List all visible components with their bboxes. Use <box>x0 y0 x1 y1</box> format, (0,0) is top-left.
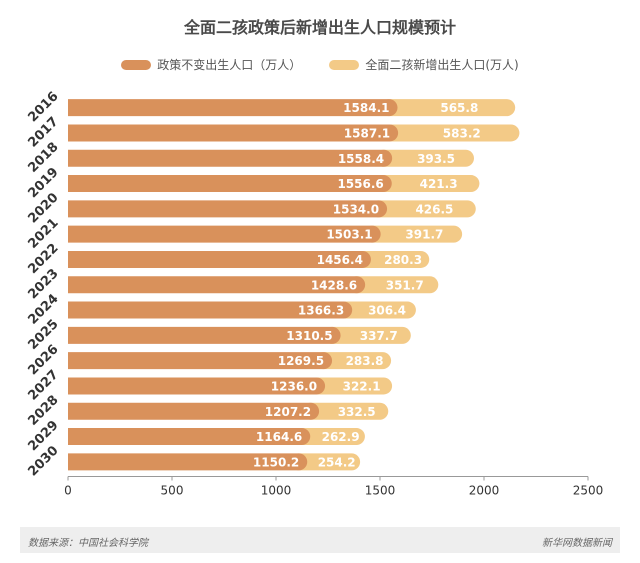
label-additional-2030: 254.2 <box>318 455 356 469</box>
label-baseline-2022: 1456.4 <box>317 253 363 267</box>
bar-additional-2028 <box>302 402 389 420</box>
bar-additional-2027 <box>308 377 393 395</box>
brand-credit: 新华网数据新闻 <box>542 538 612 549</box>
bar-additional-2029 <box>293 428 365 446</box>
bar-additional-2030 <box>290 453 361 471</box>
footer-bar: 数据来源：中国社会科学院 新华网数据新闻 <box>20 527 620 553</box>
bar-baseline-2029 <box>68 428 311 446</box>
bar-additional-2026 <box>315 352 392 370</box>
x-tick-label-2000: 2000 <box>469 484 500 498</box>
bar-baseline-2022 <box>68 250 371 268</box>
chart-title: 全面二孩政策后新增出生人口规模预计 <box>183 18 456 37</box>
bar-baseline-2020 <box>68 200 388 218</box>
label-baseline-2024: 1366.3 <box>298 304 344 318</box>
bar-additional-2016 <box>380 99 516 117</box>
label-additional-2028: 332.5 <box>338 405 376 419</box>
legend-swatch-baseline <box>121 59 152 70</box>
label-additional-2021: 391.7 <box>405 228 443 242</box>
chart-legend: 政策不变出生人口（万人） 全面二孩新增出生人口(万人) <box>0 56 640 73</box>
bar-baseline-2023 <box>68 276 366 294</box>
label-additional-2016: 565.8 <box>440 101 478 115</box>
bar-baseline-2021 <box>68 225 381 243</box>
label-additional-2025: 337.7 <box>360 329 398 343</box>
bar-baseline-2017 <box>68 124 399 142</box>
label-additional-2027: 322.1 <box>343 379 381 393</box>
label-baseline-2025: 1310.5 <box>286 329 332 343</box>
source-note: 数据来源：中国社会科学院 <box>28 538 148 549</box>
label-additional-2023: 351.7 <box>386 278 424 292</box>
x-tick-label-1000: 1000 <box>261 484 292 498</box>
x-tick-label-1500: 1500 <box>365 484 396 498</box>
label-additional-2019: 421.3 <box>420 177 458 191</box>
bar-baseline-2024 <box>68 301 353 319</box>
bar-baseline-2026 <box>68 352 333 370</box>
label-baseline-2016: 1584.1 <box>343 101 389 115</box>
bar-baseline-2018 <box>68 149 393 167</box>
bar-additional-2018 <box>375 149 474 167</box>
label-additional-2026: 283.8 <box>346 354 384 368</box>
bar-baseline-2016 <box>68 99 398 117</box>
label-baseline-2019: 1556.6 <box>337 177 383 191</box>
label-additional-2017: 583.2 <box>443 126 481 140</box>
bar-additional-2024 <box>335 301 416 319</box>
label-baseline-2027: 1236.0 <box>271 379 317 393</box>
legend-swatch-additional <box>329 59 360 70</box>
label-additional-2022: 280.3 <box>384 253 422 267</box>
bar-baseline-2025 <box>68 326 341 344</box>
bar-additional-2021 <box>363 225 463 243</box>
label-baseline-2017: 1587.1 <box>344 126 390 140</box>
label-additional-2024: 306.4 <box>368 304 406 318</box>
label-baseline-2026: 1269.5 <box>278 354 324 368</box>
label-baseline-2029: 1164.6 <box>256 430 302 444</box>
label-baseline-2021: 1503.1 <box>326 228 372 242</box>
label-baseline-2023: 1428.6 <box>311 278 357 292</box>
bar-additional-2023 <box>348 276 439 294</box>
label-baseline-2030: 1150.2 <box>253 455 299 469</box>
legend-label-baseline: 政策不变出生人口（万人） <box>157 58 302 72</box>
bar-additional-2022 <box>353 250 430 268</box>
bar-baseline-2028 <box>68 402 320 420</box>
bar-baseline-2030 <box>68 453 308 471</box>
label-additional-2020: 426.5 <box>415 202 453 216</box>
legend-item-additional: 全面二孩新增出生人口(万人) <box>329 56 519 73</box>
label-baseline-2018: 1558.4 <box>338 152 384 166</box>
bar-additional-2025 <box>323 326 411 344</box>
x-tick-label-500: 500 <box>161 484 184 498</box>
bar-additional-2020 <box>370 200 476 218</box>
bar-baseline-2027 <box>68 377 326 395</box>
bar-baseline-2019 <box>68 175 392 193</box>
legend-item-baseline: 政策不变出生人口（万人） <box>121 56 301 73</box>
label-additional-2018: 393.5 <box>417 152 455 166</box>
bar-additional-2017 <box>381 124 520 142</box>
bar-additional-2019 <box>374 175 480 193</box>
legend-label-additional: 全面二孩新增出生人口(万人) <box>365 58 519 72</box>
label-additional-2029: 262.9 <box>322 430 360 444</box>
label-baseline-2028: 1207.2 <box>265 405 311 419</box>
x-tick-label-0: 0 <box>64 484 72 498</box>
label-baseline-2020: 1534.0 <box>333 202 379 216</box>
x-tick-label-2500: 2500 <box>573 484 604 498</box>
